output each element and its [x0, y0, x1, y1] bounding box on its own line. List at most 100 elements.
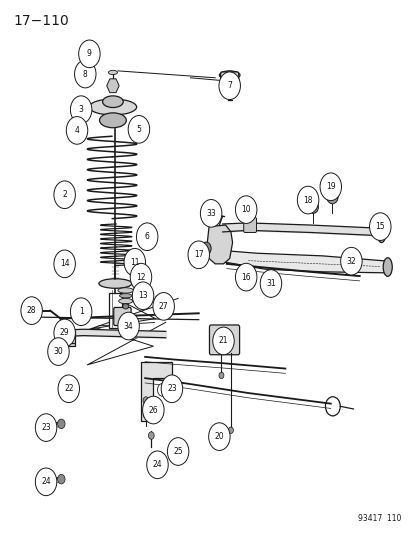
Ellipse shape: [99, 113, 126, 128]
Text: 29: 29: [60, 328, 69, 337]
Text: 32: 32: [346, 257, 355, 265]
Polygon shape: [141, 362, 171, 421]
Text: 30: 30: [53, 347, 63, 356]
Circle shape: [57, 419, 65, 429]
Circle shape: [340, 247, 361, 275]
Text: 2: 2: [62, 190, 67, 199]
Circle shape: [260, 270, 281, 297]
Circle shape: [47, 338, 69, 366]
Circle shape: [132, 282, 153, 310]
Text: 4: 4: [74, 126, 79, 135]
Circle shape: [54, 250, 75, 278]
Circle shape: [54, 319, 75, 347]
Ellipse shape: [123, 304, 128, 309]
Text: 13: 13: [138, 291, 147, 300]
Circle shape: [124, 248, 145, 276]
Circle shape: [70, 298, 92, 326]
Text: 9: 9: [87, 50, 92, 58]
Text: 24: 24: [152, 461, 162, 469]
Circle shape: [212, 327, 234, 355]
Circle shape: [167, 438, 188, 465]
Text: 26: 26: [148, 406, 158, 415]
Circle shape: [308, 200, 318, 213]
FancyBboxPatch shape: [220, 72, 238, 91]
FancyBboxPatch shape: [114, 308, 131, 326]
Circle shape: [35, 414, 57, 441]
Circle shape: [57, 474, 65, 484]
Text: 17−110: 17−110: [13, 14, 69, 28]
Circle shape: [54, 181, 75, 208]
Text: 93417  110: 93417 110: [357, 514, 400, 523]
Circle shape: [146, 451, 168, 479]
Circle shape: [152, 293, 174, 320]
Text: 31: 31: [266, 279, 275, 288]
Text: 21: 21: [218, 336, 228, 345]
Circle shape: [66, 117, 88, 144]
Text: 23: 23: [41, 423, 51, 432]
Circle shape: [128, 116, 149, 143]
Text: 20: 20: [214, 432, 224, 441]
Text: 11: 11: [130, 258, 139, 266]
Circle shape: [157, 383, 167, 396]
Ellipse shape: [118, 288, 133, 293]
Circle shape: [148, 432, 154, 439]
Circle shape: [188, 241, 209, 269]
Circle shape: [62, 333, 66, 338]
Circle shape: [297, 186, 318, 214]
Ellipse shape: [119, 294, 132, 298]
Text: 8: 8: [83, 70, 88, 78]
Text: 28: 28: [27, 306, 36, 315]
Text: 19: 19: [325, 182, 335, 191]
Circle shape: [142, 396, 164, 424]
Ellipse shape: [102, 96, 123, 108]
Text: 6: 6: [145, 232, 149, 241]
Polygon shape: [206, 225, 232, 264]
Circle shape: [326, 189, 337, 204]
Circle shape: [143, 410, 148, 418]
Text: 15: 15: [375, 222, 384, 231]
Text: 24: 24: [41, 478, 51, 486]
Circle shape: [74, 60, 96, 88]
Text: 16: 16: [241, 273, 250, 281]
Circle shape: [369, 213, 390, 240]
Circle shape: [235, 263, 256, 291]
Circle shape: [58, 375, 79, 402]
Circle shape: [78, 40, 100, 68]
Ellipse shape: [376, 221, 385, 243]
Text: 33: 33: [206, 209, 216, 218]
Circle shape: [200, 199, 221, 227]
Text: 5: 5: [136, 125, 141, 134]
FancyBboxPatch shape: [243, 217, 256, 232]
Circle shape: [118, 312, 139, 340]
Circle shape: [130, 263, 151, 291]
Circle shape: [201, 242, 211, 255]
Text: 14: 14: [60, 260, 69, 268]
Circle shape: [235, 196, 256, 223]
FancyBboxPatch shape: [109, 293, 122, 328]
Circle shape: [161, 375, 182, 402]
Circle shape: [154, 295, 162, 305]
Circle shape: [143, 397, 148, 404]
Ellipse shape: [219, 71, 240, 79]
Circle shape: [21, 297, 42, 325]
Text: 22: 22: [64, 384, 74, 393]
Text: 10: 10: [241, 205, 250, 214]
Circle shape: [70, 96, 92, 124]
Text: 7: 7: [227, 81, 232, 90]
Circle shape: [228, 427, 233, 433]
Polygon shape: [56, 332, 75, 346]
Text: 18: 18: [303, 196, 312, 205]
Ellipse shape: [119, 298, 133, 304]
Polygon shape: [223, 251, 388, 273]
Circle shape: [62, 340, 66, 345]
Ellipse shape: [99, 279, 132, 288]
Text: 27: 27: [159, 302, 168, 311]
Ellipse shape: [108, 70, 117, 75]
Text: 1: 1: [78, 307, 83, 316]
Circle shape: [160, 457, 166, 464]
Circle shape: [136, 223, 157, 251]
Circle shape: [218, 72, 240, 100]
Circle shape: [35, 468, 57, 496]
Text: 12: 12: [136, 273, 145, 281]
Circle shape: [319, 173, 341, 200]
